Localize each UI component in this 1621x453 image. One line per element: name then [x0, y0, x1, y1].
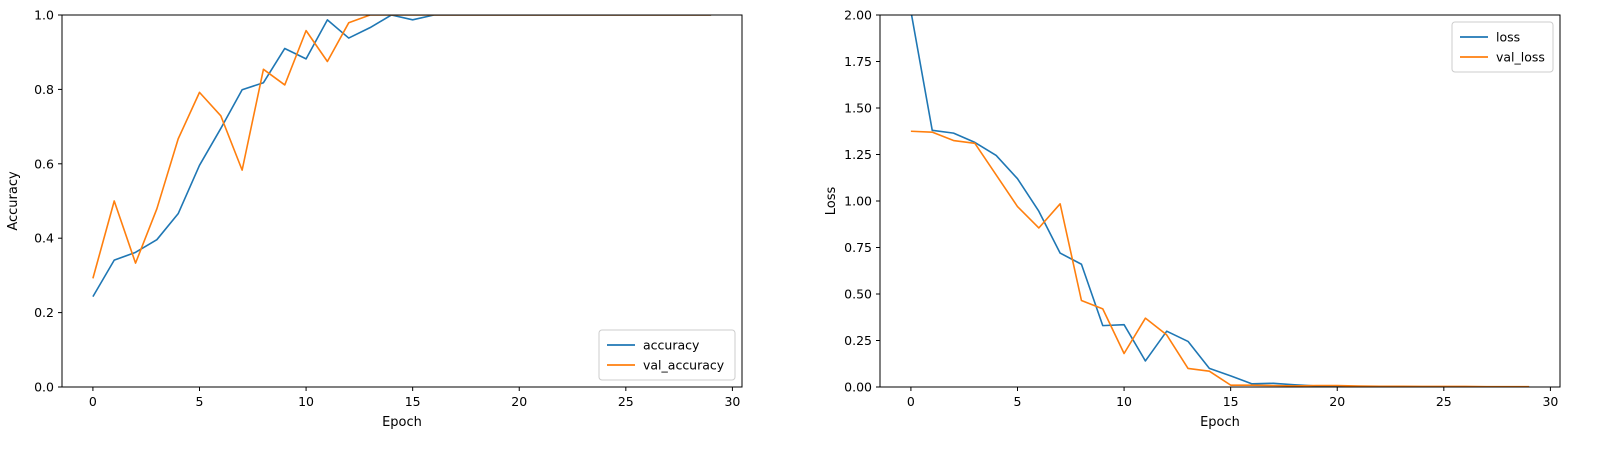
x-tick-label: 30 [724, 394, 740, 409]
x-tick-label: 0 [907, 394, 915, 409]
y-tick-label: 0.50 [844, 287, 872, 302]
x-axis-ticks: 0 5 10 15 20 25 30 [89, 387, 740, 409]
x-tick-label: 25 [618, 394, 634, 409]
y-axis-ticks: 0.0 0.2 0.4 0.6 0.8 1.0 [34, 8, 62, 395]
y-tick-label: 0.8 [34, 82, 54, 97]
legend: loss val_loss [1451, 21, 1554, 73]
y-tick-label: 0.75 [844, 240, 872, 255]
y-tick-label: 0.4 [34, 231, 54, 246]
x-tick-label: 20 [1329, 394, 1345, 409]
series-line-accuracy [92, 15, 712, 298]
y-tick-label: 2.00 [844, 8, 872, 23]
accuracy-chart: 0 5 10 15 20 25 30 0.0 0.2 0.4 0.6 0.8 1.0 Epoch Ac… [6, 8, 743, 430]
legend-box [598, 329, 736, 381]
series-lines [92, 15, 712, 298]
legend-box [1451, 21, 1554, 73]
y-tick-label: 1.0 [34, 8, 54, 23]
loss-chart: 0 5 10 15 20 25 30 0.00 0.25 0.50 0.75 1.00 1.25 1.5… [824, 8, 1561, 430]
x-tick-label: 20 [511, 394, 527, 409]
y-tick-label: 1.25 [844, 147, 872, 162]
x-axis-label: Epoch [382, 415, 422, 430]
x-tick-label: 0 [89, 394, 97, 409]
x-tick-label: 5 [1014, 394, 1022, 409]
x-tick-label: 15 [405, 394, 421, 409]
x-tick-label: 5 [196, 394, 204, 409]
legend-label: accuracy [643, 338, 700, 353]
legend-label: loss [1496, 30, 1520, 45]
y-tick-label: 0.0 [34, 380, 54, 395]
series-line-val-loss [910, 130, 1530, 387]
y-tick-label: 0.00 [844, 380, 872, 395]
x-tick-label: 30 [1542, 394, 1558, 409]
x-axis-label: Epoch [1200, 415, 1240, 430]
x-tick-label: 25 [1436, 394, 1452, 409]
legend: accuracy val_accuracy [598, 329, 736, 381]
y-tick-label: 1.75 [844, 54, 872, 69]
plot-frame [61, 14, 743, 388]
x-tick-label: 10 [298, 394, 314, 409]
x-tick-label: 15 [1223, 394, 1239, 409]
x-tick-label: 10 [1116, 394, 1132, 409]
series-line-val-accuracy [92, 15, 712, 279]
y-axis-label: Loss [824, 187, 839, 216]
x-axis-ticks: 0 5 10 15 20 25 30 [907, 387, 1558, 409]
legend-label: val_accuracy [643, 358, 725, 373]
legend-label: val_loss [1496, 50, 1545, 65]
y-tick-label: 0.2 [34, 305, 54, 320]
y-tick-label: 0.6 [34, 156, 54, 171]
series-line-loss [910, 15, 1530, 387]
y-tick-label: 1.00 [844, 194, 872, 209]
y-axis-label: Accuracy [6, 171, 21, 231]
y-tick-label: 1.50 [844, 101, 872, 116]
y-tick-label: 0.25 [844, 333, 872, 348]
series-lines [910, 15, 1530, 387]
y-axis-ticks: 0.00 0.25 0.50 0.75 1.00 1.25 1.50 1.75 2.00 [844, 8, 880, 395]
